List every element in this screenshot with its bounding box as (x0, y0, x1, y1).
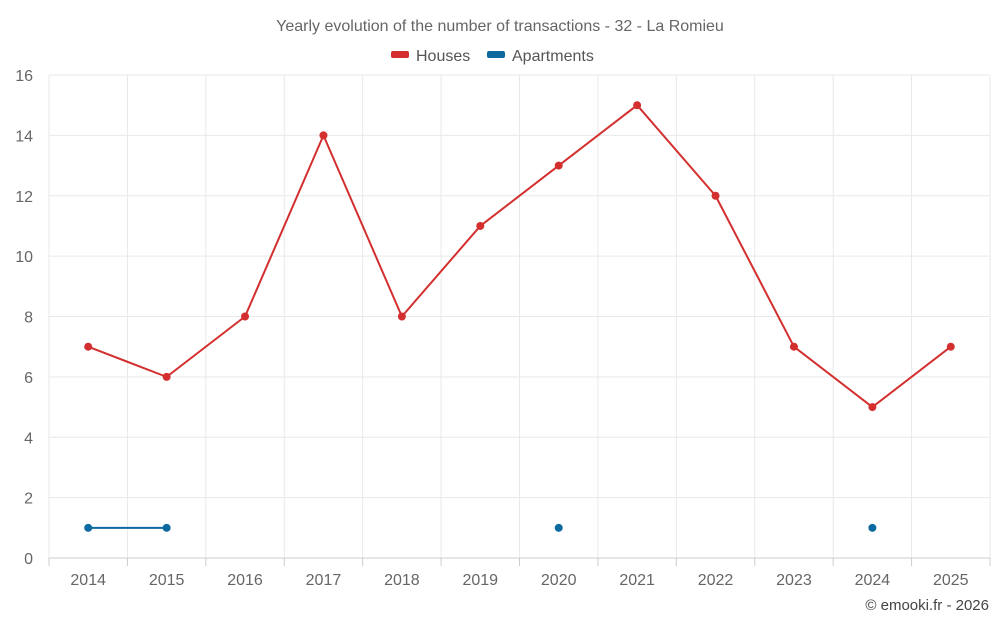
data-point-apartments[interactable] (868, 523, 877, 532)
data-point-houses[interactable] (397, 312, 406, 321)
legend-label-houses[interactable]: Houses (416, 48, 470, 65)
legend[interactable]: Houses Apartments (391, 48, 594, 65)
data-point-apartments[interactable] (162, 523, 171, 532)
x-tick-label: 2015 (149, 572, 185, 589)
series-layer (84, 101, 955, 532)
data-point-houses[interactable] (946, 342, 955, 351)
data-point-houses[interactable] (476, 221, 485, 230)
data-point-houses[interactable] (554, 161, 563, 170)
y-axis: 0 2 4 6 8 10 12 14 16 (15, 68, 33, 568)
data-point-houses[interactable] (711, 191, 720, 200)
chart-title: Yearly evolution of the number of transa… (276, 18, 724, 35)
x-tick-label: 2022 (698, 572, 734, 589)
y-tick-label: 0 (24, 551, 33, 568)
x-tick-label: 2016 (227, 572, 263, 589)
data-point-houses[interactable] (789, 342, 798, 351)
x-tick-label: 2017 (306, 572, 342, 589)
x-tick-label: 2020 (541, 572, 577, 589)
legend-swatch-apartments (487, 51, 505, 58)
data-point-apartments[interactable] (554, 523, 563, 532)
series-line-houses (87, 104, 952, 409)
data-point-apartments[interactable] (84, 523, 93, 532)
y-tick-label: 4 (24, 430, 33, 447)
x-tick-label: 2025 (933, 572, 969, 589)
data-point-houses[interactable] (319, 131, 328, 140)
data-point-houses[interactable] (633, 101, 642, 110)
series-apartments (84, 523, 877, 532)
series-houses (84, 101, 955, 412)
data-point-houses[interactable] (84, 342, 93, 351)
legend-item-apartments[interactable]: Apartments (487, 48, 594, 65)
grid (48, 74, 991, 558)
legend-item-houses[interactable]: Houses (391, 48, 470, 65)
y-tick-label: 6 (24, 370, 33, 387)
x-tick-label: 2023 (776, 572, 812, 589)
y-tick-label: 14 (15, 128, 33, 145)
x-tick-label: 2021 (619, 572, 655, 589)
y-tick-label: 10 (15, 249, 33, 266)
data-point-houses[interactable] (162, 372, 171, 381)
x-axis: 2014 2015 2016 2017 2018 2019 2020 2021 2022 2023… (48, 557, 991, 589)
y-tick-label: 16 (15, 68, 33, 85)
legend-swatch-houses (391, 51, 409, 58)
x-tick-label: 2019 (462, 572, 498, 589)
x-tick-label: 2014 (70, 572, 106, 589)
legend-label-apartments[interactable]: Apartments (512, 48, 594, 65)
x-tick-label: 2024 (855, 572, 891, 589)
y-tick-label: 12 (15, 189, 33, 206)
y-tick-label: 8 (24, 310, 33, 327)
data-point-houses[interactable] (868, 403, 877, 412)
data-point-houses[interactable] (241, 312, 250, 321)
y-tick-label: 2 (24, 491, 33, 508)
x-tick-label: 2018 (384, 572, 420, 589)
credit-text: © emooki.fr - 2026 (865, 597, 989, 614)
